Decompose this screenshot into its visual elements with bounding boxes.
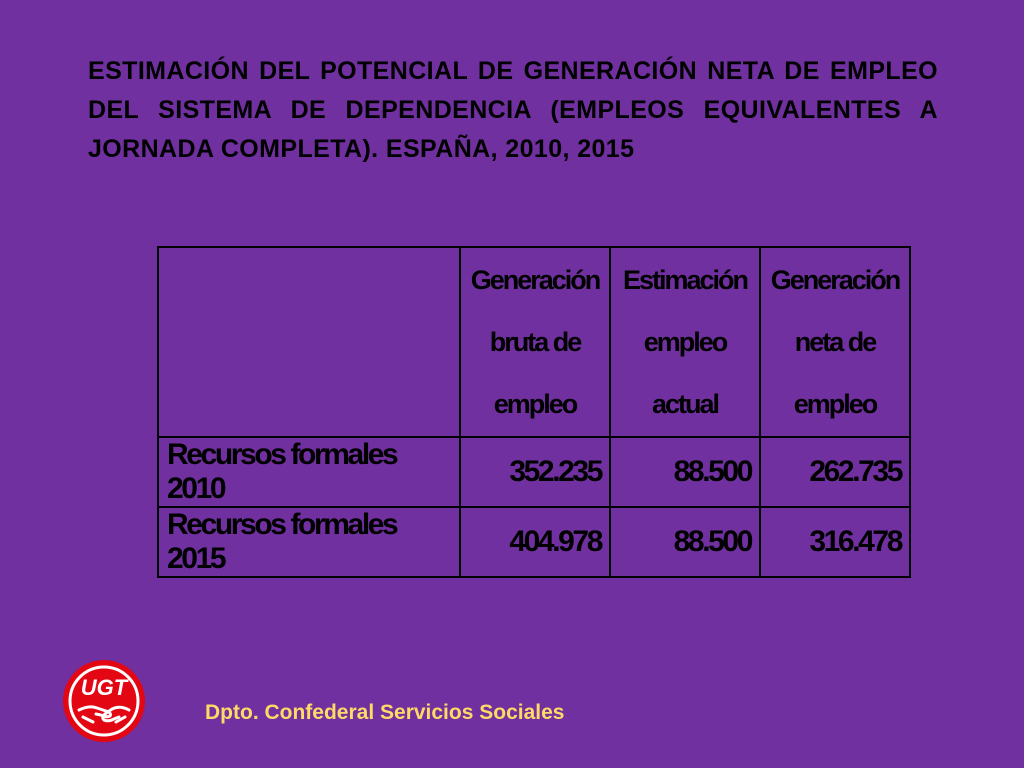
ugt-logo-icon: UGT [63, 660, 145, 742]
row-label-2010: Recursos formales 2010 [157, 436, 461, 508]
header-generacion-neta: Generación neta de empleo [759, 246, 911, 438]
cell-bruta-2010: 352.235 [459, 436, 611, 508]
slide-title: ESTIMACIÓN DEL POTENCIAL DE GENERACIÓN N… [88, 57, 938, 163]
empty-header-cell [157, 246, 461, 438]
table-row: Recursos formales 2015 404.978 88.500 31… [157, 506, 911, 578]
header-generacion-bruta: Generación bruta de empleo [459, 246, 611, 438]
footer-department: Dpto. Confederal Servicios Sociales [205, 701, 565, 724]
cell-neta-2015: 316.478 [759, 506, 911, 578]
row-label-2015: Recursos formales 2015 [157, 506, 461, 578]
cell-bruta-2015: 404.978 [459, 506, 611, 578]
table-header-row: Generación bruta de empleo Estimación em… [157, 246, 911, 438]
header-estimacion-actual: Estimación empleo actual [609, 246, 761, 438]
cell-neta-2010: 262.735 [759, 436, 911, 508]
cell-actual-2015: 88.500 [609, 506, 761, 578]
logo-text: UGT [81, 675, 129, 700]
cell-actual-2010: 88.500 [609, 436, 761, 508]
employment-table: Generación bruta de empleo Estimación em… [157, 246, 911, 578]
table-row: Recursos formales 2010 352.235 88.500 26… [157, 436, 911, 508]
